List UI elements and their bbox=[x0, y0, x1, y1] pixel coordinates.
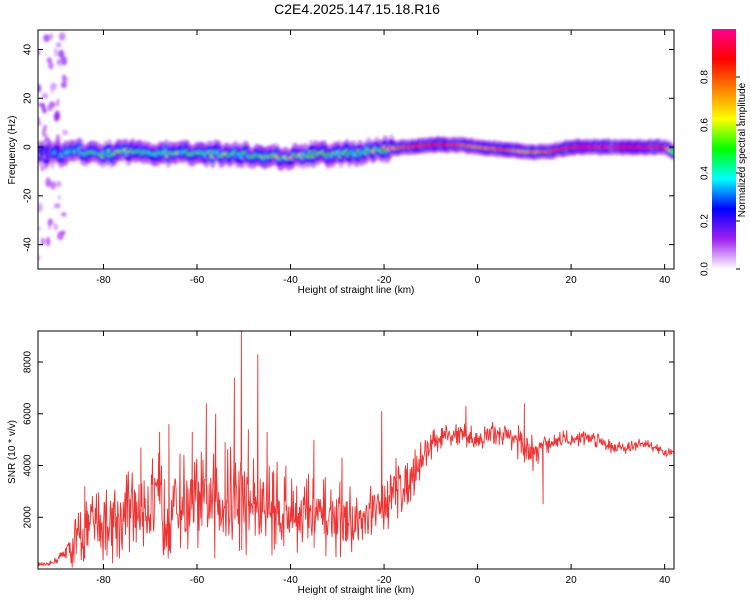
ridge-blobs bbox=[38, 32, 674, 261]
noise-blob bbox=[41, 92, 49, 100]
noise-blob bbox=[38, 255, 41, 261]
core-blob bbox=[670, 149, 674, 155]
x-tick-label: 40 bbox=[659, 275, 671, 286]
figure-title: C2E4.2025.147.15.18.R16 bbox=[274, 1, 440, 17]
colorbar-tick-label: 0.4 bbox=[700, 166, 711, 180]
snr-line bbox=[38, 331, 674, 568]
noise-blob bbox=[53, 112, 60, 122]
snr-y-ticks: 2000 4000 6000 8000 bbox=[23, 350, 674, 528]
y-tick-label: 8000 bbox=[23, 350, 34, 373]
y-tick-label: 6000 bbox=[23, 402, 34, 425]
x-tick-label: 0 bbox=[475, 275, 481, 286]
spectrogram-x-ticks: -80 -60 -40 -20 0 20 40 bbox=[96, 30, 671, 286]
noise-blob bbox=[38, 202, 43, 213]
y-tick-label: 40 bbox=[23, 44, 34, 56]
noise-blob bbox=[46, 104, 53, 112]
spectrogram-frame bbox=[37, 29, 675, 270]
x-tick-label: -20 bbox=[377, 575, 392, 586]
snr-y-label: SNR (10 * v/v) bbox=[7, 420, 18, 484]
colorbar-tick-label: 0.6 bbox=[700, 118, 711, 132]
x-tick-label: -40 bbox=[283, 275, 298, 286]
noise-blob bbox=[54, 203, 61, 209]
spectrogram-y-ticks: -40 -20 0 20 40 bbox=[23, 44, 674, 252]
y-tick-label: 20 bbox=[23, 92, 34, 104]
snr-x-ticks: -80 -60 -40 -20 0 20 40 bbox=[96, 331, 671, 586]
x-tick-label: 20 bbox=[566, 575, 578, 586]
colorbar-tick-label: 0.2 bbox=[700, 214, 711, 228]
x-tick-label: -60 bbox=[190, 575, 205, 586]
x-tick-label: -40 bbox=[283, 575, 298, 586]
noise-blob bbox=[57, 231, 64, 241]
x-tick-label: -20 bbox=[377, 275, 392, 286]
noise-blob bbox=[41, 104, 46, 112]
noise-blob bbox=[47, 218, 54, 226]
noise-blob bbox=[62, 75, 68, 84]
noise-blob bbox=[42, 128, 46, 137]
x-tick-label: 40 bbox=[659, 575, 671, 586]
snr-marks bbox=[38, 331, 674, 568]
spectrogram-y-label: Frequency (Hz) bbox=[7, 116, 18, 185]
noise-blob bbox=[56, 98, 60, 107]
colorbar-tick-label: 0.0 bbox=[700, 262, 711, 276]
colorbar-ticks: 0.0 0.2 0.4 0.6 0.8 bbox=[700, 70, 740, 276]
snr-frame bbox=[37, 330, 675, 570]
noise-blob bbox=[57, 49, 65, 58]
noise-blob bbox=[40, 237, 45, 246]
noise-blob bbox=[55, 42, 62, 48]
noise-blob bbox=[45, 177, 52, 187]
noise-blob bbox=[38, 84, 42, 93]
noise-blob bbox=[54, 47, 58, 58]
y-tick-label: 2000 bbox=[23, 506, 34, 529]
snr-x-label: Height of straight line (km) bbox=[298, 585, 415, 596]
noise-blob bbox=[60, 212, 67, 217]
colorbar: 0.0 0.2 0.4 0.6 0.8 Normalized spectral ampl… bbox=[700, 29, 748, 276]
noise-blob bbox=[55, 180, 62, 188]
x-tick-label: -60 bbox=[190, 275, 205, 286]
y-tick-label: -20 bbox=[23, 188, 34, 203]
noise-blob bbox=[44, 133, 49, 142]
x-tick-label: 0 bbox=[475, 575, 481, 586]
y-tick-label: 0 bbox=[23, 144, 34, 150]
noise-blob bbox=[57, 194, 61, 201]
colorbar-label: Normalized spectral amplitude bbox=[737, 82, 748, 217]
colorbar-tick-label: 0.8 bbox=[700, 70, 711, 84]
noise-blob bbox=[40, 165, 45, 172]
colorbar-scale bbox=[712, 29, 736, 269]
snr-panel: -80 -60 -40 -20 0 20 40 2000 4000 6000 8000 Heigh… bbox=[7, 330, 675, 596]
y-tick-label: -40 bbox=[23, 237, 34, 252]
noise-blob bbox=[58, 32, 66, 41]
noise-blob bbox=[46, 57, 52, 64]
noise-blob bbox=[38, 120, 42, 127]
spectrogram-x-label: Height of straight line (km) bbox=[298, 285, 415, 296]
noise-blob bbox=[49, 85, 55, 94]
spectrogram-panel: -80 -60 -40 -20 0 20 40 -40 -20 0 20 40 Height of … bbox=[7, 29, 675, 296]
noise-blob bbox=[53, 223, 59, 231]
x-tick-label: -80 bbox=[96, 275, 111, 286]
x-tick-label: 20 bbox=[566, 275, 578, 286]
noise-blob bbox=[45, 236, 51, 247]
noise-blob bbox=[49, 33, 54, 40]
noise-blob bbox=[38, 226, 41, 232]
spectrogram-marks bbox=[38, 32, 674, 261]
noise-blob bbox=[48, 61, 54, 70]
y-tick-label: 4000 bbox=[23, 454, 34, 477]
noise-blob bbox=[38, 50, 41, 56]
noise-blob bbox=[62, 129, 69, 136]
noise-blob bbox=[43, 34, 51, 43]
x-tick-label: -80 bbox=[96, 575, 111, 586]
noise-blob bbox=[60, 56, 68, 66]
